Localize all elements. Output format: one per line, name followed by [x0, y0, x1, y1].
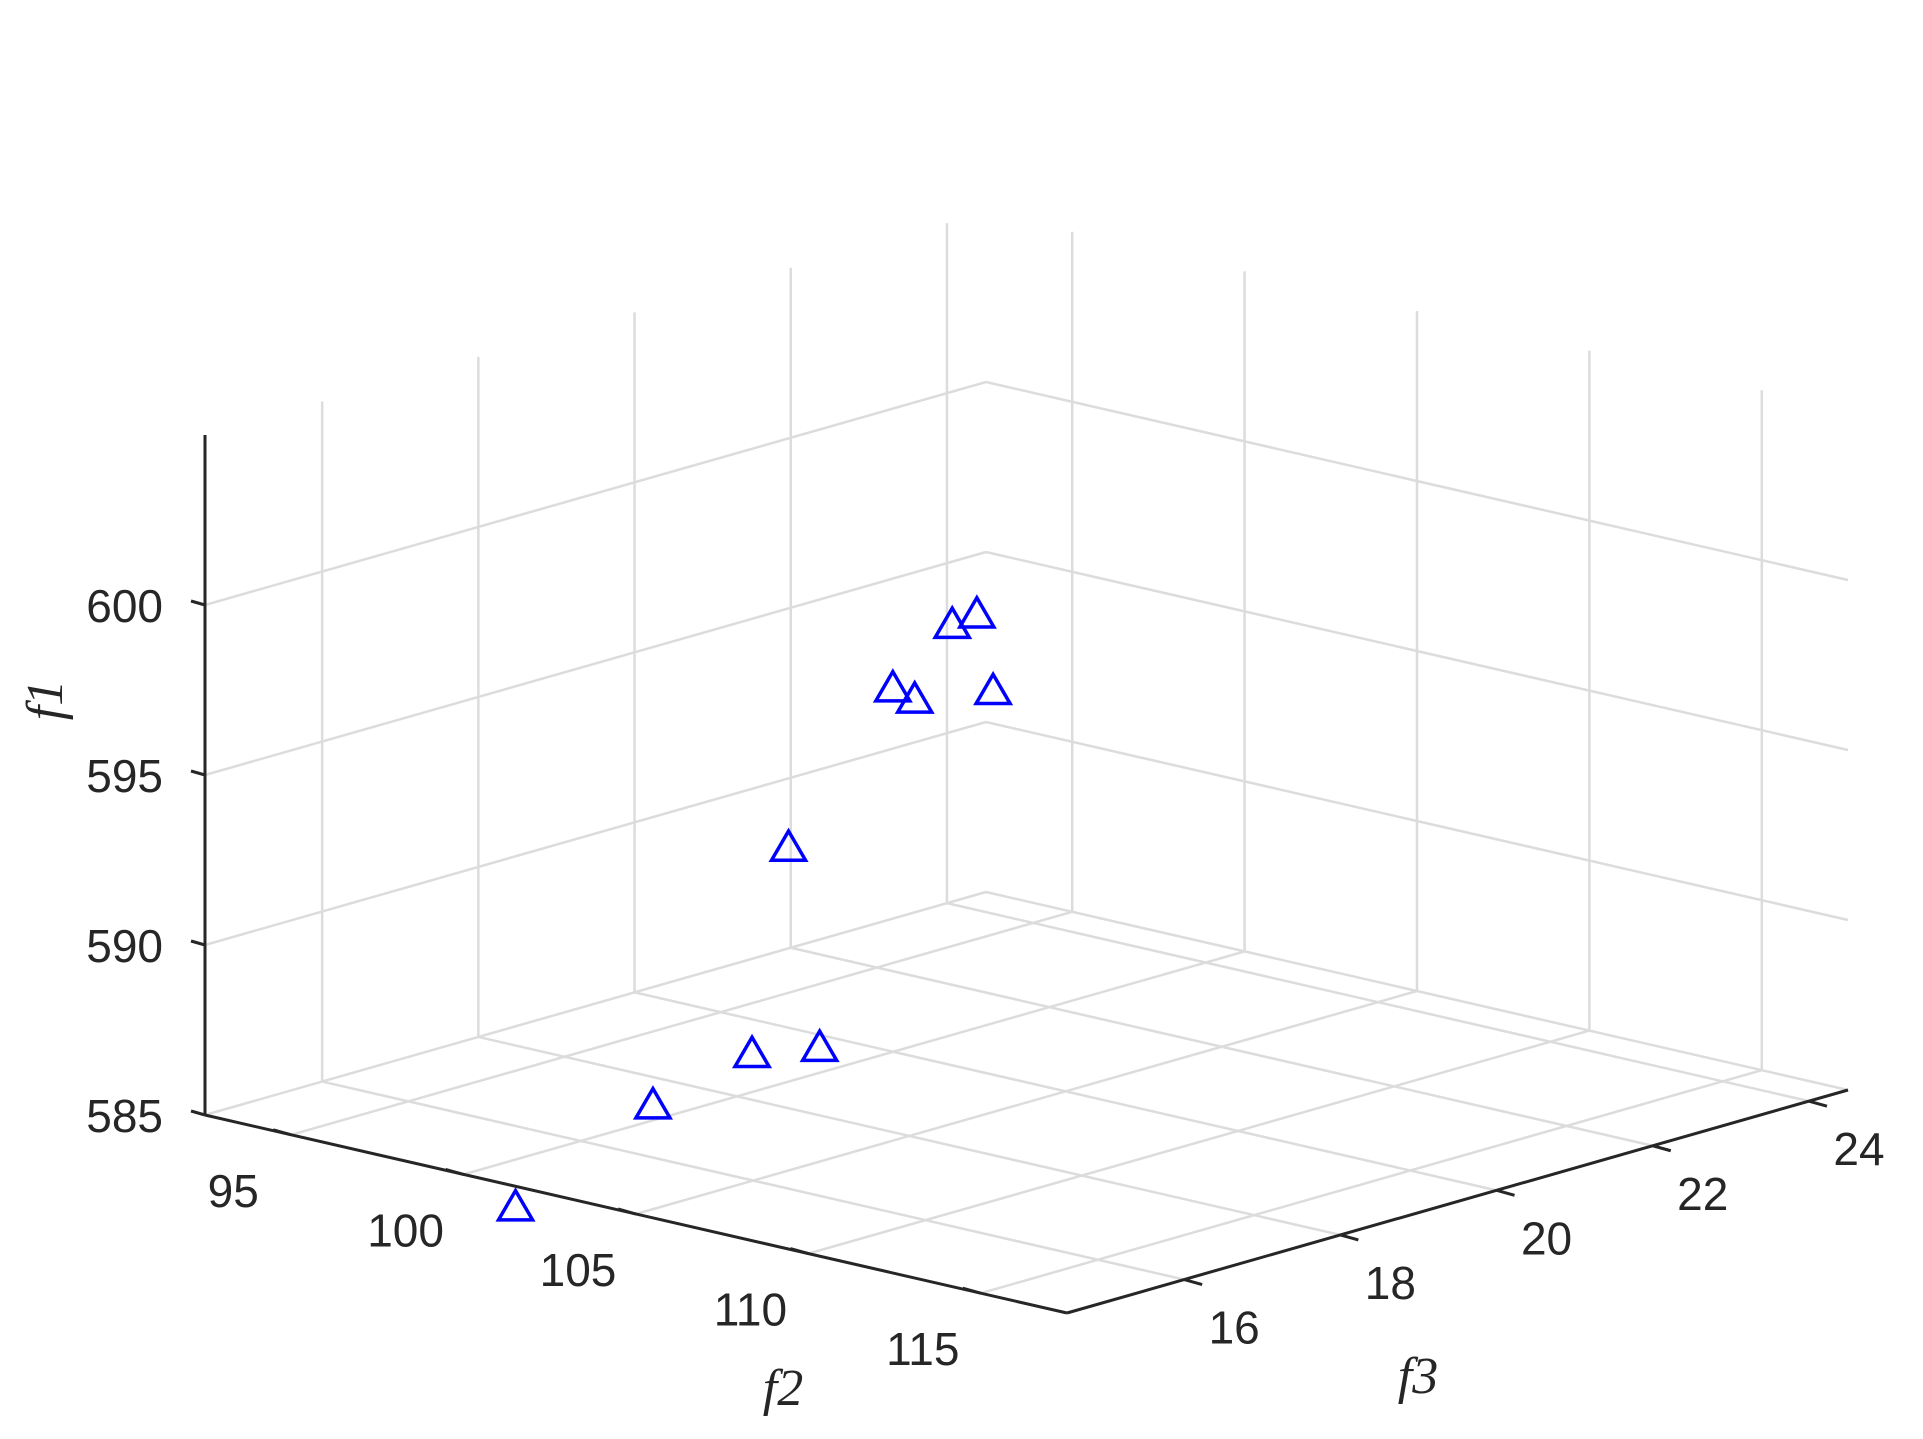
data-point-triangle	[632, 1085, 673, 1120]
grid-line-floor-y	[478, 1035, 1341, 1237]
x-tick	[617, 1207, 637, 1216]
x-axis-label: f2	[763, 1360, 803, 1417]
y-tick	[1652, 1144, 1672, 1153]
x-tick	[445, 1167, 465, 1176]
grid-line-wall-yz	[204, 550, 987, 777]
z-tick	[190, 939, 206, 947]
grid-line-floor-x	[635, 989, 1418, 1216]
grid-line-floor-x	[290, 910, 1073, 1137]
y-tick-label: 16	[1209, 1302, 1260, 1354]
data-point-triangle	[731, 1033, 773, 1069]
x-tick-label: 115	[886, 1323, 959, 1375]
grid-line-wall-yz	[204, 890, 987, 1117]
y-tick-label: 24	[1833, 1123, 1884, 1175]
x-tick	[272, 1128, 292, 1137]
grid-line-floor-y	[790, 946, 1654, 1147]
y-tick	[1183, 1278, 1203, 1286]
data-point-triangle	[768, 827, 809, 863]
z-tick	[190, 599, 206, 607]
z-tick-label: 600	[86, 580, 163, 632]
y-tick	[1496, 1188, 1515, 1197]
x-tick-label: 95	[208, 1165, 259, 1217]
grid-line-wall-xz	[985, 380, 1849, 582]
data-point-triangle	[956, 594, 997, 629]
z-tick	[190, 1109, 206, 1117]
tick-labels: 95 100 105 110 115 16 18 20 22 24 585 590 595 600	[86, 580, 1884, 1375]
y-tick-label: 20	[1521, 1212, 1572, 1264]
grid-line-wall-yz	[204, 720, 987, 947]
data-point-triangle	[973, 670, 1014, 706]
x-tick-label: 100	[367, 1204, 444, 1256]
grid-line-floor-y	[634, 991, 1497, 1192]
z-tick-label: 585	[86, 1090, 163, 1142]
data-point-triangle	[799, 1027, 840, 1063]
grid-line-floor-y	[321, 1080, 1185, 1281]
grid-line-floor-x	[980, 1068, 1763, 1295]
y-axis-label: f3	[1398, 1348, 1438, 1405]
grid-lines	[204, 223, 1849, 1295]
grid-line-wall-xz	[985, 890, 1849, 1092]
grid-line-wall-xz	[985, 720, 1849, 922]
data-point-triangle	[872, 668, 913, 703]
x-tick	[789, 1247, 809, 1256]
x-tick	[962, 1286, 982, 1295]
data-point-triangle	[932, 604, 973, 640]
data-point-triangle	[495, 1187, 536, 1222]
y-tick	[1339, 1233, 1359, 1242]
z-axis-label: f1	[17, 680, 74, 720]
z-tick-label: 590	[86, 920, 163, 972]
y-tick	[1808, 1099, 1828, 1108]
y-tick-label: 18	[1365, 1257, 1416, 1309]
x-tick-label: 110	[714, 1284, 787, 1336]
x-tick-label: 105	[540, 1244, 617, 1296]
z-tick	[190, 769, 206, 777]
z-tick-label: 595	[86, 750, 163, 802]
data-points	[495, 594, 1014, 1222]
grid-line-floor-x	[808, 1029, 1590, 1255]
axes	[190, 435, 1849, 1315]
grid-line-wall-xz	[985, 550, 1849, 752]
y-tick-label: 22	[1677, 1168, 1728, 1220]
grid-line-wall-yz	[204, 380, 987, 607]
grid-line-floor-x	[463, 950, 1245, 1176]
grid-line-floor-y	[946, 901, 1810, 1103]
y-axis-line	[1066, 1088, 1849, 1315]
